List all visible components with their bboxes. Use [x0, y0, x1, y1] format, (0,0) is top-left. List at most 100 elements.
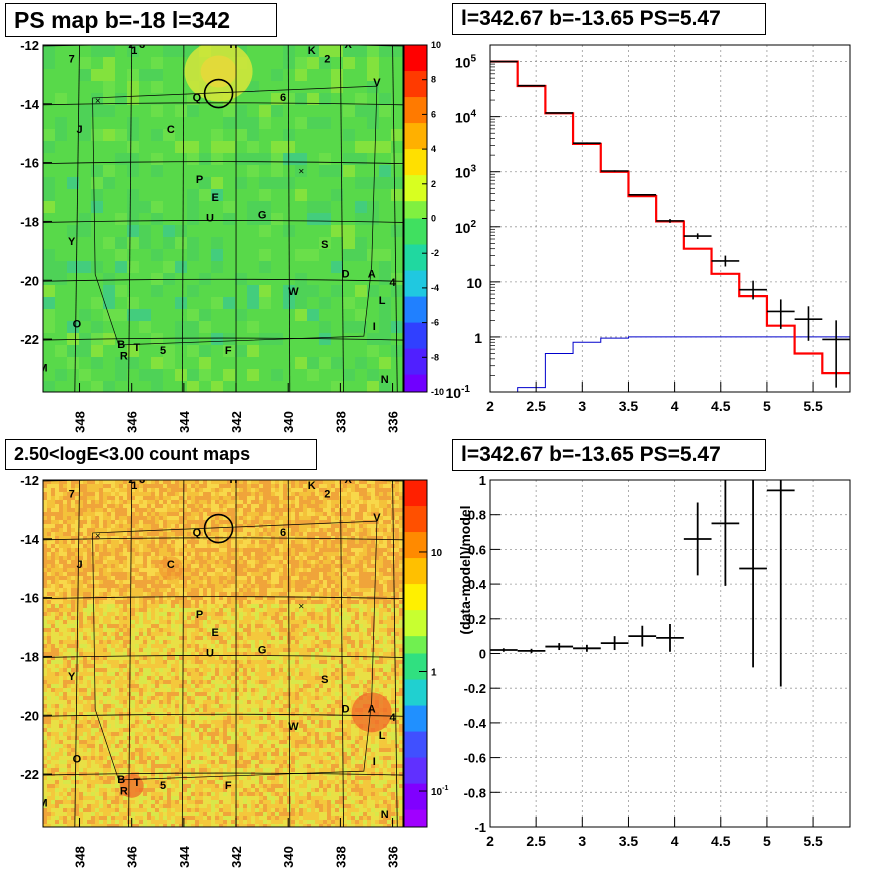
- count-map-cell: [87, 588, 91, 592]
- count-map-cell: [151, 548, 155, 552]
- count-map-cell: [203, 816, 207, 820]
- count-map-cell: [87, 676, 91, 680]
- count-map-cell: [87, 604, 91, 608]
- count-map-cell: [63, 620, 67, 624]
- count-map-cell: [87, 632, 91, 636]
- count-map-cell: [211, 604, 215, 608]
- count-map-cell: [59, 600, 63, 604]
- count-map-cell: [99, 648, 103, 652]
- count-map-cell: [147, 480, 151, 484]
- ps-map-cell: [367, 249, 379, 261]
- count-map-cell: [71, 684, 75, 688]
- count-map-cell: [119, 592, 123, 596]
- count-map-cell: [231, 768, 235, 772]
- count-map-cell: [47, 488, 51, 492]
- count-map-cell: [103, 584, 107, 588]
- count-map-cell: [111, 820, 115, 824]
- count-map-cell: [107, 636, 111, 640]
- count-map-cell: [203, 564, 207, 568]
- count-map-cell: [203, 732, 207, 736]
- count-map-cell: [131, 640, 135, 644]
- count-map-cell: [91, 736, 95, 740]
- count-map-cell: [147, 620, 151, 624]
- count-map-cell: [95, 724, 99, 728]
- count-map-cell: [199, 556, 203, 560]
- count-map-cell: [215, 480, 219, 484]
- count-map-cell: [235, 748, 239, 752]
- count-map-cell: [99, 700, 103, 704]
- count-map-cell: [135, 620, 139, 624]
- count-map-cell: [111, 804, 115, 808]
- count-map-cell: [119, 480, 123, 484]
- count-map-cell: [211, 512, 215, 516]
- count-map-cell: [103, 624, 107, 628]
- count-map-cell: [203, 652, 207, 656]
- count-map-cell: [59, 772, 63, 776]
- count-map-cell: [223, 556, 227, 560]
- count-map-cell: [183, 608, 187, 612]
- count-map-cell: [151, 680, 155, 684]
- count-map-cell: [239, 616, 243, 620]
- count-map-cell: [139, 568, 143, 572]
- count-map-cell: [119, 636, 123, 640]
- count-map-cell: [107, 784, 111, 788]
- count-map-cell: [199, 620, 203, 624]
- count-map-cell: [79, 560, 83, 564]
- count-map-cell: [71, 672, 75, 676]
- count-map-cell: [123, 644, 127, 648]
- count-map-cell: [187, 656, 191, 660]
- count-map-cell: [95, 796, 99, 800]
- count-map-cell: [71, 792, 75, 796]
- ps-map-cell: [235, 129, 247, 141]
- count-map-cell: [87, 576, 91, 580]
- count-map-cell: [223, 688, 227, 692]
- count-map-cell: [55, 824, 59, 827]
- count-map-cell: [107, 564, 111, 568]
- count-map-cell: [115, 788, 119, 792]
- count-map-cell: [59, 576, 63, 580]
- ps-map-cell: [79, 105, 91, 117]
- count-map-cell: [71, 508, 75, 512]
- count-map-cell: [195, 580, 199, 584]
- count-map-cell: [143, 508, 147, 512]
- count-map-cell: [163, 764, 167, 768]
- count-map-cell: [219, 784, 223, 788]
- count-map-cell: [75, 604, 79, 608]
- count-map-cell: [175, 784, 179, 788]
- count-map-cell: [115, 560, 119, 564]
- count-map-cell: [239, 652, 243, 656]
- count-map-cell: [71, 748, 75, 752]
- count-map-cell: [103, 716, 107, 720]
- count-map-cell: [79, 740, 83, 744]
- count-map-cell: [107, 796, 111, 800]
- count-map-cell: [119, 692, 123, 696]
- count-map-cell: [219, 572, 223, 576]
- count-map-cell: [199, 760, 203, 764]
- count-map-cell: [175, 596, 179, 600]
- ps-map-cell: [91, 201, 103, 213]
- count-map-cell: [151, 652, 155, 656]
- ps-map-cell: [307, 117, 319, 129]
- count-map-cell: [151, 744, 155, 748]
- count-map-cell: [211, 740, 215, 744]
- count-map-cell: [71, 772, 75, 776]
- count-map-cell: [87, 700, 91, 704]
- count-map-cell: [151, 700, 155, 704]
- ps-map-cell: [295, 57, 307, 69]
- count-map-cell: [83, 676, 87, 680]
- count-map-cell: [179, 584, 183, 588]
- source-label: Q: [193, 92, 202, 104]
- count-map-cell: [159, 756, 163, 760]
- count-map-cell: [211, 508, 215, 512]
- count-map-cell: [103, 560, 107, 564]
- count-map-cell: [67, 660, 71, 664]
- count-map-cell: [119, 524, 123, 528]
- count-map-cell: [67, 516, 71, 520]
- count-map-cell: [51, 636, 55, 640]
- count-map-cell: [135, 824, 139, 827]
- count-map-cell: [239, 804, 243, 808]
- count-map-cell: [71, 592, 75, 596]
- count-map-cell: [107, 724, 111, 728]
- count-map-cell: [239, 732, 243, 736]
- count-map-cell: [223, 732, 227, 736]
